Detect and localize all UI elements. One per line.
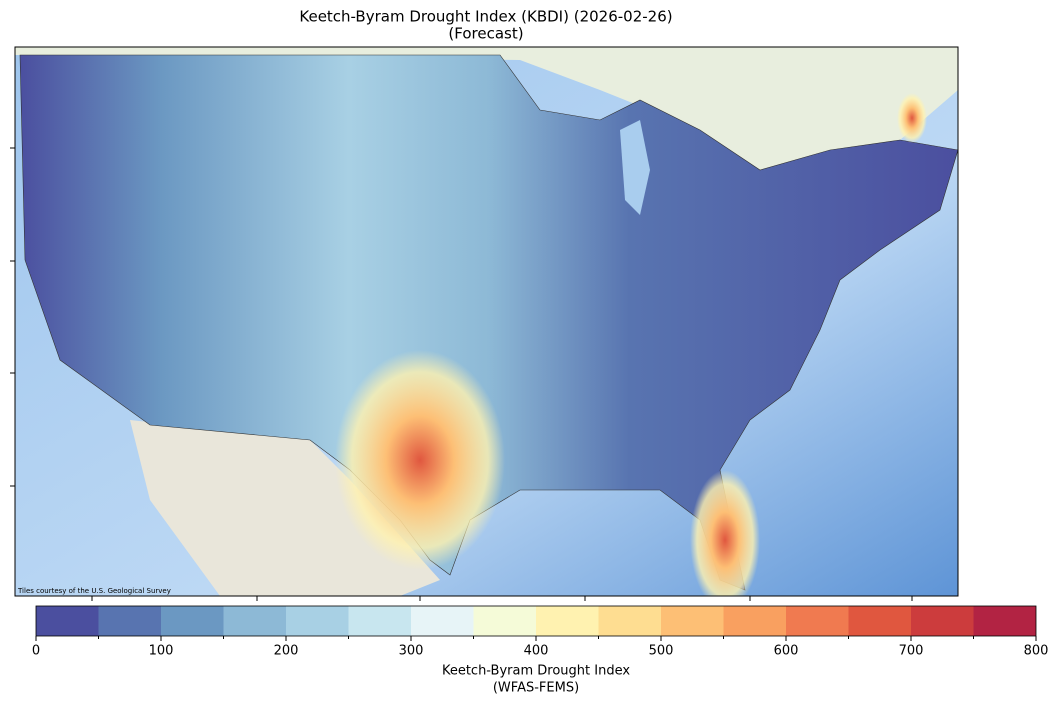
colorbar-bin bbox=[98, 606, 161, 636]
colorbar-bin bbox=[161, 606, 224, 636]
colorbar-tick-label: 100 bbox=[149, 644, 174, 659]
colorbar-tick-label: 200 bbox=[274, 644, 299, 659]
colorbar-tick-label: 800 bbox=[1024, 644, 1049, 659]
colorbar-bin bbox=[786, 606, 849, 636]
colorbar-bin bbox=[286, 606, 349, 636]
colorbar-sublabel: (WFAS-FEMS) bbox=[493, 681, 579, 696]
texas-hotspot bbox=[335, 350, 505, 570]
colorbar-bin bbox=[536, 606, 599, 636]
colorbar-bin bbox=[598, 606, 661, 636]
colorbar-bin bbox=[911, 606, 974, 636]
map-frame bbox=[14, 46, 959, 597]
colorbar-bin bbox=[661, 606, 724, 636]
colorbar-bin bbox=[848, 606, 911, 636]
colorbar-tick-label: 700 bbox=[899, 644, 924, 659]
colorbar-label: Keetch-Byram Drought Index bbox=[442, 664, 630, 679]
attribution: Tiles courtesy of the U.S. Geological Su… bbox=[17, 587, 171, 595]
lake bbox=[620, 120, 650, 215]
map: Tiles courtesy of the U.S. Geological Su… bbox=[15, 47, 958, 596]
colorbar-bin bbox=[36, 606, 99, 636]
colorbar-tick-label: 600 bbox=[774, 644, 799, 659]
colorbar-bin bbox=[223, 606, 286, 636]
colorbar-bin bbox=[411, 606, 474, 636]
colorbar-bin bbox=[348, 606, 411, 636]
canada bbox=[15, 47, 958, 170]
maine-hotspot bbox=[897, 93, 927, 143]
colorbar-bin bbox=[723, 606, 786, 636]
mexico bbox=[130, 420, 440, 596]
colorbar-tick-label: 500 bbox=[649, 644, 674, 659]
map-ticks bbox=[10, 147, 913, 601]
colorbar-tick-label: 400 bbox=[524, 644, 549, 659]
colorbar-tick-label: 0 bbox=[32, 644, 40, 659]
title: Keetch-Byram Drought Index (KBDI) (2026-… bbox=[299, 8, 672, 26]
subtitle: (Forecast) bbox=[448, 25, 523, 43]
colorbar-bin bbox=[473, 606, 536, 636]
florida-hotspot bbox=[690, 470, 760, 596]
colorbar-tick-label: 300 bbox=[399, 644, 424, 659]
colorbar-bin bbox=[973, 606, 1036, 636]
